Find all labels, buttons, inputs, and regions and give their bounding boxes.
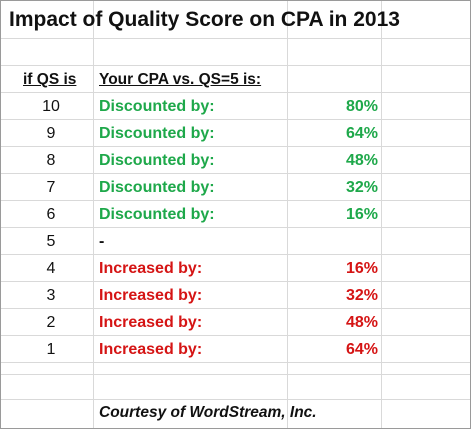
grid-row-line	[1, 362, 470, 363]
table-row: 2 Increased by: 48%	[1, 309, 470, 336]
quality-score-cell: 7	[46, 179, 56, 196]
table-row: 10 Discounted by: 80%	[1, 93, 470, 120]
page-title: Impact of Quality Score on CPA in 2013	[9, 8, 400, 31]
grid-row-line	[1, 65, 470, 66]
cpa-change-label: Discounted by:	[99, 152, 215, 169]
table-row: 1 Increased by: 64%	[1, 336, 470, 363]
quality-score-cell: 2	[46, 314, 56, 331]
grid-column-line	[381, 1, 382, 428]
grid-row-line	[1, 92, 470, 93]
table-row: 9 Discounted by: 64%	[1, 120, 470, 147]
grid-row-line	[1, 200, 470, 201]
cpa-change-label: Increased by:	[99, 314, 203, 331]
cpa-change-percent	[298, 228, 378, 255]
grid-column-line	[287, 1, 288, 428]
cpa-column-header: Your CPA vs. QS=5 is:	[99, 71, 262, 88]
cpa-change-percent: 32%	[345, 287, 378, 304]
qs-column-header: if QS is	[23, 71, 77, 88]
cpa-change-label: Discounted by:	[99, 98, 215, 115]
cpa-change-label: Discounted by:	[99, 179, 215, 196]
cpa-change-percent: 48%	[345, 152, 378, 169]
cpa-change-percent: 16%	[345, 206, 378, 223]
cpa-change-percent: 32%	[345, 179, 378, 196]
table-row: 3 Increased by: 32%	[1, 282, 470, 309]
courtesy-footer: Courtesy of WordStream, Inc.	[99, 404, 317, 421]
quality-score-cell: 6	[46, 206, 56, 223]
cpa-change-percent: 16%	[345, 260, 378, 277]
grid-row-line	[1, 38, 470, 39]
cpa-change-label: Increased by:	[99, 260, 203, 277]
quality-score-cell: 8	[46, 152, 56, 169]
cpa-change-percent: 64%	[345, 125, 378, 142]
cpa-change-percent: 80%	[345, 98, 378, 115]
table-row: 8 Discounted by: 48%	[1, 147, 470, 174]
grid-row-line	[1, 119, 470, 120]
grid-row-line	[1, 308, 470, 309]
table-row: 6 Discounted by: 16%	[1, 201, 470, 228]
cpa-change-percent: 48%	[345, 314, 378, 331]
grid-row-line	[1, 374, 470, 375]
cpa-change-label: Discounted by:	[99, 206, 215, 223]
grid-row-line	[1, 399, 470, 400]
quality-score-cell: 4	[46, 260, 56, 277]
grid-row-line	[1, 281, 470, 282]
cpa-change-label: Increased by:	[99, 341, 203, 358]
grid-row-line	[1, 227, 470, 228]
table-row: 4 Increased by: 16%	[1, 255, 470, 282]
grid-column-line	[93, 1, 94, 428]
grid-row-line	[1, 146, 470, 147]
quality-score-cell: 3	[46, 287, 56, 304]
quality-score-cell: 1	[46, 341, 56, 358]
table-row: 7 Discounted by: 32%	[1, 174, 470, 201]
grid-row-line	[1, 335, 470, 336]
cpa-change-percent: 64%	[345, 341, 378, 358]
cpa-change-label: -	[99, 233, 105, 250]
table-row: 5-	[1, 228, 470, 255]
quality-score-cell: 5	[46, 233, 56, 250]
grid-row-line	[1, 173, 470, 174]
cpa-change-label: Discounted by:	[99, 125, 215, 142]
grid-row-line	[1, 254, 470, 255]
quality-score-cell: 10	[42, 98, 60, 115]
cpa-change-label: Increased by:	[99, 287, 203, 304]
quality-score-cell: 9	[46, 125, 56, 142]
